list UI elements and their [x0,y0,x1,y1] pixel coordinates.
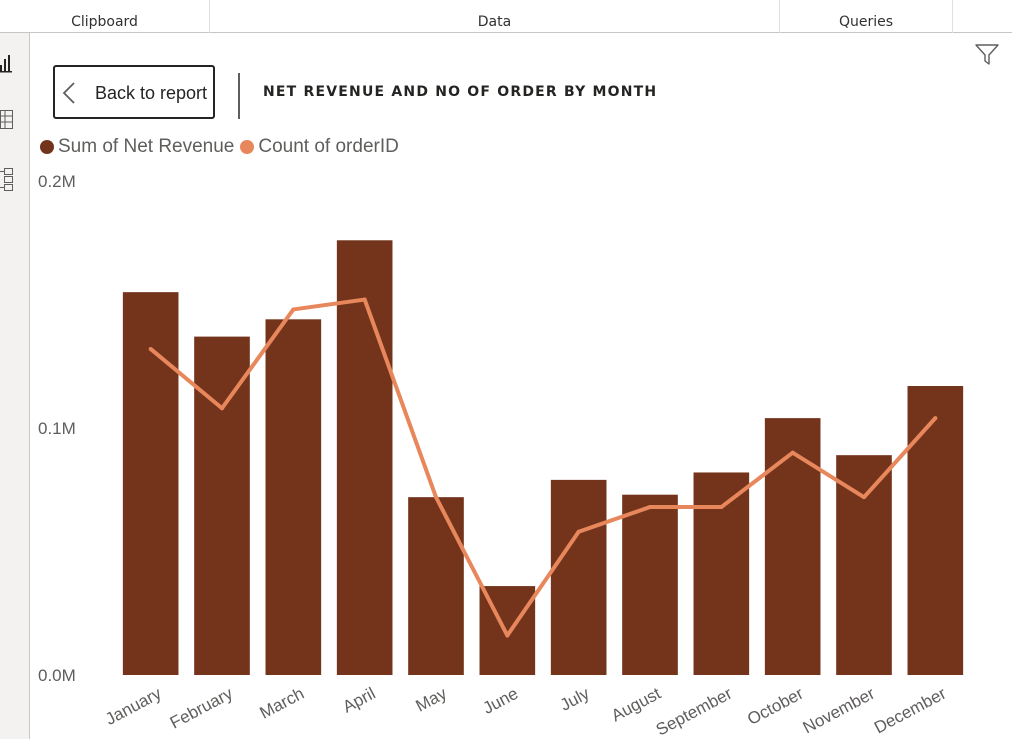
x-tick-label: October [744,684,807,729]
legend-swatch-net-revenue [40,140,54,154]
line-point-march[interactable] [291,307,296,312]
report-view-icon[interactable] [0,51,14,75]
x-tick-label: May [413,684,451,716]
bar-february[interactable] [194,336,250,675]
visual-title: NET REVENUE AND NO OF ORDER BY MONTH [263,84,658,100]
x-tick-label: December [871,684,949,738]
x-tick-label: February [167,684,236,733]
bar-january[interactable] [122,292,179,675]
line-point-august[interactable] [648,505,652,510]
bar-april[interactable] [336,240,393,675]
back-to-report-label: Back to report [95,83,208,103]
line-point-february[interactable] [220,406,224,411]
line-point-december[interactable] [933,416,938,421]
line-point-september[interactable] [719,505,724,510]
y-tick-label: 0.2M [38,172,76,191]
bar-may[interactable] [408,497,464,675]
ribbon-group-clipboard: Clipboard [0,0,210,33]
line-point-november[interactable] [862,495,866,500]
legend-label-net-revenue: Sum of Net Revenue [58,136,235,157]
x-tick-label: March [257,684,308,723]
bar-december[interactable] [907,386,964,675]
legend-item-net-revenue[interactable]: Sum of Net Revenue [40,136,234,158]
filter-icon[interactable] [974,42,1000,66]
report-canvas: Back to report NET REVENUE AND NO OF ORD… [31,34,1012,739]
bar-october[interactable] [764,418,821,675]
x-tick-label: July [557,684,593,715]
bar-march[interactable] [265,319,322,675]
line-point-may[interactable] [434,495,438,500]
line-point-june[interactable] [505,633,510,638]
header-divider [238,73,240,119]
y-tick-label: 0.1M [38,419,76,438]
x-tick-label: November [800,684,878,738]
bar-september[interactable] [693,472,750,675]
line-point-april[interactable] [362,297,367,302]
order-count-line[interactable] [149,297,937,638]
x-tick-label: June [480,684,521,718]
model-view-icon[interactable] [0,167,14,191]
view-rail [0,33,30,739]
ribbon-group-queries: Queries [780,0,953,33]
legend-swatch-order-count [240,140,255,154]
line-point-july[interactable] [576,529,581,534]
legend-item-order-count[interactable]: Count of orderID [240,136,399,158]
ribbon-group-data: Data [210,0,780,33]
x-tick-label: August [608,684,664,726]
x-tick-label: September [653,684,736,739]
back-to-report-button[interactable]: Back to report [53,65,215,119]
bar-july[interactable] [550,479,607,675]
bar-november[interactable] [836,455,892,675]
legend-label-order-count: Count of orderID [258,136,399,157]
chevron-left-icon [62,82,75,104]
chart-legend: Sum of Net Revenue Count of orderID [40,134,405,160]
line-point-january[interactable] [148,346,153,351]
x-tick-label: January [102,684,165,729]
combo-chart: 0.0M 0.1M 0.2M January February March April May… [38,172,964,739]
table-view-icon[interactable] [0,108,14,132]
ribbon: Clipboard Data Queries [0,0,1012,33]
bar-august[interactable] [622,494,678,675]
x-tick-label: April [340,684,379,717]
line-point-october[interactable] [790,450,795,455]
y-tick-label: 0.0M [38,666,76,685]
